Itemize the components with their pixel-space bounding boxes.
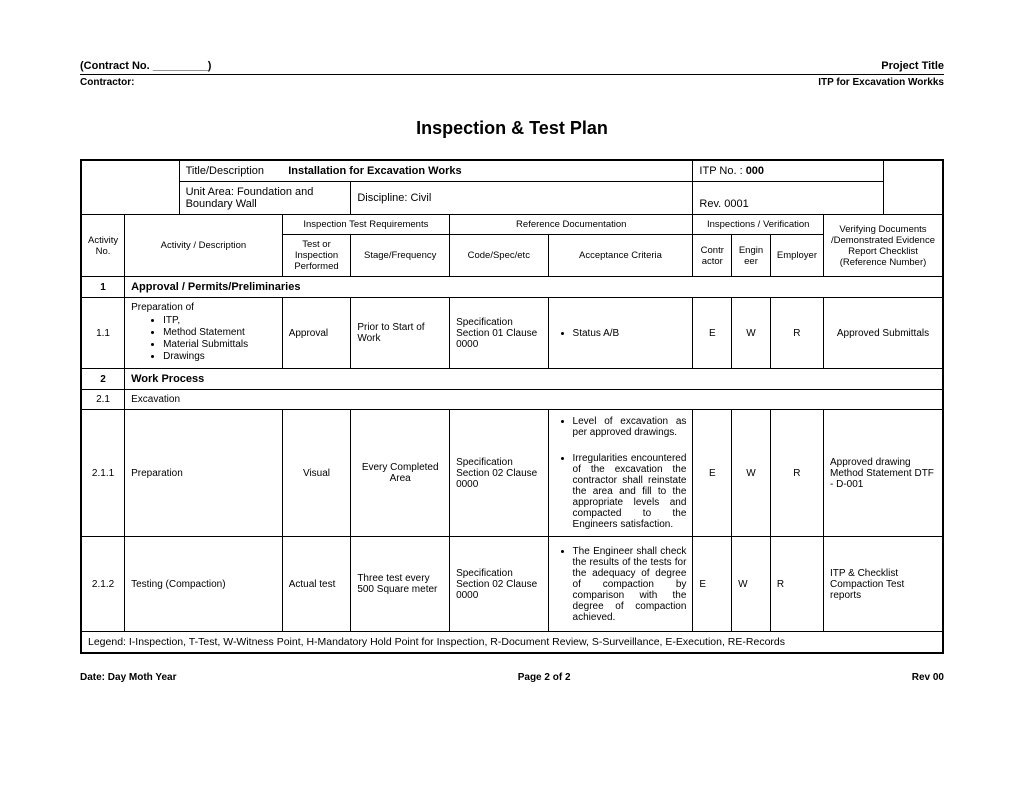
col-code: Code/Spec/etc — [450, 235, 548, 277]
row-2-1-1-criteria2: Irregularities encountered of the excava… — [573, 453, 687, 530]
row-2-1-2: 2.1.2 Testing (Compaction) Actual test T… — [81, 537, 943, 632]
row-2-1-desc: Excavation — [125, 390, 943, 410]
row-1-1-bullet-0: ITP, — [163, 315, 276, 326]
row-2-1-2-stage: Three test every 500 Square meter — [351, 537, 450, 632]
row-2-1-no: 2.1 — [81, 390, 125, 410]
row-2-1-1-emp: R — [770, 410, 823, 537]
footer-rev: Rev 00 — [912, 672, 944, 683]
contractor-label: Contractor: — [80, 77, 134, 88]
meta-row-1: Title/Description Installation for Excav… — [81, 160, 943, 182]
col-contractor: Contr actor — [693, 235, 732, 277]
row-1-1-stage: Prior to Start of Work — [351, 298, 450, 369]
row-1-1-no: 1.1 — [81, 298, 125, 369]
row-1-1-bullet-1: Method Statement — [163, 327, 276, 338]
row-2-1-2-e: W — [732, 537, 771, 632]
col-ref-doc-group: Reference Documentation — [450, 215, 693, 235]
row-2-1-2-criteria: The Engineer shall check the results of … — [548, 537, 693, 632]
meta-row-2: Unit Area: Foundation and Boundary Wall … — [81, 182, 943, 215]
row-1-1-test: Approval — [282, 298, 351, 369]
footer-page: Page 2 of 2 — [518, 672, 571, 683]
row-2-1-2-emp: R — [770, 537, 823, 632]
section-2-no: 2 — [81, 369, 125, 390]
row-2-1-2-criteria-bullet: The Engineer shall check the results of … — [573, 546, 687, 623]
row-2-1-1-verify: Approved drawing Method Statement DTF - … — [823, 410, 943, 537]
title-desc-value: Installation for Excavation Works — [288, 165, 461, 177]
col-engineer: Engin eer — [732, 235, 771, 277]
row-1-1-e: W — [732, 298, 771, 369]
row-1-1-code: Specification Section 01 Clause 0000 — [450, 298, 548, 369]
legend-row: Legend: I-Inspection, T-Test, W-Witness … — [81, 632, 943, 654]
row-1-1-desc: Preparation of ITP, Method Statement Mat… — [125, 298, 283, 369]
row-1-1-bullet-3: Drawings — [163, 351, 276, 362]
unit-area: Unit Area: Foundation and Boundary Wall — [179, 182, 351, 215]
row-1-1-criteria: Status A/B — [548, 298, 693, 369]
row-1-1-emp: R — [770, 298, 823, 369]
itp-no-value: 000 — [746, 165, 764, 177]
rev-label: Rev. 0001 — [693, 182, 883, 215]
row-2-1-1-desc: Preparation — [125, 410, 283, 537]
row-2-1-1-code: Specification Section 02 Clause 0000 — [450, 410, 548, 537]
header-rule — [80, 74, 944, 75]
row-2-1-2-verify: ITP & Checklist Compaction Test reports — [823, 537, 943, 632]
row-2-1-2-desc: Testing (Compaction) — [125, 537, 283, 632]
itp-table: Title/Description Installation for Excav… — [80, 159, 944, 654]
row-2-1-1-no: 2.1.1 — [81, 410, 125, 537]
itp-subtitle: ITP for Excavation Workks — [818, 77, 944, 88]
col-acceptance: Acceptance Criteria — [548, 235, 693, 277]
row-2-1-2-c: E — [693, 537, 732, 632]
col-header-row-1: Activity No. Activity / Description Insp… — [81, 215, 943, 235]
row-2-1-1: 2.1.1 Preparation Visual Every Completed… — [81, 410, 943, 537]
col-verifying: Verifying Documents /Demonstrated Eviden… — [823, 215, 943, 277]
section-1-title: Approval / Permits/Preliminaries — [125, 277, 943, 298]
header-sub: Contractor: ITP for Excavation Workks — [80, 77, 944, 88]
row-2-1: 2.1 Excavation — [81, 390, 943, 410]
row-1-1-criteria-bullet: Status A/B — [573, 328, 687, 339]
discipline: Discipline: Civil — [351, 182, 693, 215]
row-2-1-1-e: W — [732, 410, 771, 537]
footer-date: Date: Day Moth Year — [80, 672, 177, 683]
row-1-1: 1.1 Preparation of ITP, Method Statement… — [81, 298, 943, 369]
itp-no-label: ITP No. : — [699, 165, 742, 177]
row-1-1-verify: Approved Submittals — [823, 298, 943, 369]
section-1-no: 1 — [81, 277, 125, 298]
header-top: (Contract No. _________) Project Title — [80, 60, 944, 72]
row-1-1-bullet-2: Material Submittals — [163, 339, 276, 350]
project-title: Project Title — [881, 60, 944, 72]
row-2-1-2-no: 2.1.2 — [81, 537, 125, 632]
col-insp-req-group: Inspection Test Requirements — [282, 215, 449, 235]
document-title: Inspection & Test Plan — [80, 118, 944, 139]
row-2-1-1-c: E — [693, 410, 732, 537]
legend-text: Legend: I-Inspection, T-Test, W-Witness … — [81, 632, 943, 654]
col-activity-desc: Activity / Description — [125, 215, 283, 277]
contract-no: (Contract No. _________) — [80, 60, 211, 72]
section-1-row: 1 Approval / Permits/Preliminaries — [81, 277, 943, 298]
row-2-1-1-test: Visual — [282, 410, 351, 537]
row-2-1-1-criteria: Level of excavation as per approved draw… — [548, 410, 693, 537]
col-insp-verif-group: Inspections / Verification — [693, 215, 824, 235]
row-1-1-c: E — [693, 298, 732, 369]
row-2-1-2-test: Actual test — [282, 537, 351, 632]
row-2-1-1-criteria1: Level of excavation as per approved draw… — [573, 416, 687, 438]
row-1-1-desc-title: Preparation of — [131, 302, 194, 313]
row-2-1-2-code: Specification Section 02 Clause 0000 — [450, 537, 548, 632]
col-stage: Stage/Frequency — [351, 235, 450, 277]
title-desc-label: Title/Description — [186, 165, 264, 177]
section-2-title: Work Process — [125, 369, 943, 390]
row-2-1-1-stage: Every Completed Area — [351, 410, 450, 537]
col-activity-no: Activity No. — [81, 215, 125, 277]
col-employer: Employer — [770, 235, 823, 277]
section-2-row: 2 Work Process — [81, 369, 943, 390]
col-test: Test or Inspection Performed — [282, 235, 351, 277]
footer: Date: Day Moth Year Page 2 of 2 Rev 00 — [80, 672, 944, 683]
